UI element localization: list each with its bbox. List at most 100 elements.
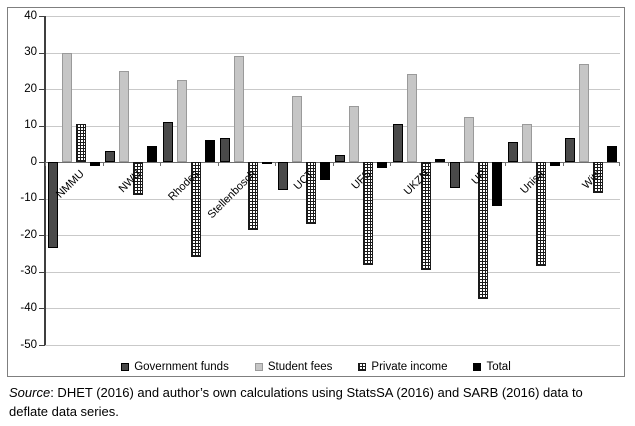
category-axis-tick — [160, 162, 161, 167]
bar-student-fees-nwu — [119, 70, 129, 163]
gridline--30 — [45, 271, 620, 273]
bar-total-wits — [607, 145, 617, 163]
bar-total-uct — [319, 162, 330, 181]
y-axis-tick-label: 20 — [24, 82, 37, 95]
bar-private-income-up — [478, 162, 488, 300]
bar-total-ufs — [377, 162, 387, 168]
bar-government-funds-nwu — [105, 151, 115, 163]
private-income-swatch-icon — [358, 363, 367, 371]
y-axis-tick-label: 0 — [30, 155, 37, 168]
bar-government-funds-unisa — [507, 142, 518, 163]
source-note-text: : DHET (2016) and author’s own calculati… — [9, 385, 583, 419]
source-note: Source: DHET (2016) and author’s own cal… — [9, 384, 621, 422]
category-axis-tick — [45, 162, 46, 167]
legend-item-total: Total — [473, 361, 511, 373]
bar-total-stellenbosch — [262, 162, 272, 165]
gridline--40 — [45, 308, 620, 310]
gridline--50 — [45, 345, 620, 346]
gridline-20 — [45, 89, 620, 91]
legend-label: Government funds — [134, 361, 229, 373]
bar-total-nwu — [147, 145, 157, 163]
y-axis-tick — [39, 125, 45, 127]
category-axis-tick — [275, 162, 276, 167]
y-axis-tick — [39, 162, 45, 164]
student-fees-swatch-icon — [254, 363, 263, 371]
chart-frame: 40 30 20 10 0 -10 -20 -30 -40 -50 NMMU NWU Rhodes Ste… — [7, 7, 625, 377]
y-axis-tick-label: -10 — [20, 192, 37, 205]
gridline--10 — [45, 198, 620, 200]
y-axis-tick-label: 10 — [24, 119, 37, 132]
bar-government-funds-ukzn — [392, 123, 403, 163]
y-axis-tick — [39, 345, 45, 346]
source-note-label: Source — [9, 385, 51, 400]
legend: Government funds Student fees Private inco… — [8, 358, 624, 376]
gridline-10 — [45, 125, 620, 127]
category-axis-tick — [332, 162, 334, 167]
bar-student-fees-up — [464, 116, 474, 163]
bar-government-funds-nmmu — [47, 162, 58, 249]
gridline-40 — [45, 16, 620, 17]
total-swatch-icon — [473, 363, 482, 371]
y-axis-tick — [39, 271, 45, 273]
bar-private-income-rhodes — [190, 162, 201, 258]
y-axis-line — [44, 16, 46, 345]
bar-total-up — [492, 162, 502, 207]
legend-label: Total — [486, 361, 511, 373]
y-axis-tick-label: -30 — [20, 265, 37, 278]
bar-student-fees-stellenbosch — [234, 56, 244, 163]
bar-government-funds-rhodes — [162, 122, 173, 163]
category-axis-tick — [217, 162, 219, 167]
bar-student-fees-wits — [579, 63, 589, 163]
y-axis-tick — [39, 235, 45, 237]
y-axis-tick — [39, 52, 45, 54]
legend-label: Private income — [371, 361, 448, 373]
bar-total-unisa — [549, 162, 560, 166]
bar-total-nmmu — [89, 162, 100, 166]
category-label-nmmu: NMMU — [53, 168, 87, 201]
bar-government-funds-uct — [277, 162, 288, 190]
category-axis-tick — [390, 162, 391, 167]
category-axis-tick — [619, 162, 620, 167]
y-axis-tick-label: 30 — [24, 46, 37, 59]
bar-government-funds-stellenbosch — [220, 138, 230, 163]
bar-student-fees-ufs — [349, 105, 359, 163]
category-axis-tick — [505, 162, 506, 167]
category-axis-tick — [102, 162, 104, 167]
bar-private-income-nmmu — [75, 123, 86, 163]
y-axis-tick — [39, 198, 45, 200]
category-axis-tick — [447, 162, 449, 167]
bar-private-income-ukzn — [420, 162, 431, 271]
bar-private-income-stellenbosch — [248, 162, 258, 230]
bar-student-fees-unisa — [521, 123, 532, 163]
bar-total-ukzn — [434, 158, 445, 163]
bar-private-income-unisa — [535, 162, 546, 267]
legend-item-private-income: Private income — [358, 361, 447, 373]
bar-government-funds-up — [450, 162, 460, 188]
y-axis-tick-label: 40 — [24, 9, 37, 22]
bar-private-income-nwu — [133, 162, 143, 196]
gridline--20 — [45, 235, 620, 237]
y-axis-tick — [39, 89, 45, 91]
y-axis-tick-label: -50 — [20, 338, 37, 351]
bar-total-rhodes — [204, 140, 215, 163]
y-axis-tick — [39, 16, 45, 17]
bar-private-income-ufs — [363, 162, 373, 265]
y-axis-tick-label: -40 — [20, 301, 37, 314]
bar-private-income-uct — [305, 162, 316, 225]
bar-government-funds-ufs — [335, 154, 345, 163]
legend-label: Student fees — [267, 361, 333, 373]
bar-student-fees-ukzn — [406, 74, 417, 163]
legend-item-student-fees: Student fees — [254, 361, 333, 373]
bar-private-income-wits — [593, 162, 603, 194]
government-funds-swatch-icon — [121, 363, 130, 371]
plot-area: 40 30 20 10 0 -10 -20 -30 -40 -50 NMMU NWU Rhodes Ste… — [20, 10, 620, 351]
y-axis-tick-label: -20 — [20, 228, 37, 241]
bar-government-funds-wits — [565, 138, 575, 163]
bar-student-fees-nmmu — [61, 52, 72, 163]
bar-student-fees-uct — [291, 96, 302, 163]
gridline-30 — [45, 52, 620, 54]
category-axis-tick — [562, 162, 564, 167]
bar-student-fees-rhodes — [176, 79, 187, 163]
y-axis-tick — [39, 308, 45, 310]
legend-item-government-funds: Government funds — [121, 361, 229, 373]
